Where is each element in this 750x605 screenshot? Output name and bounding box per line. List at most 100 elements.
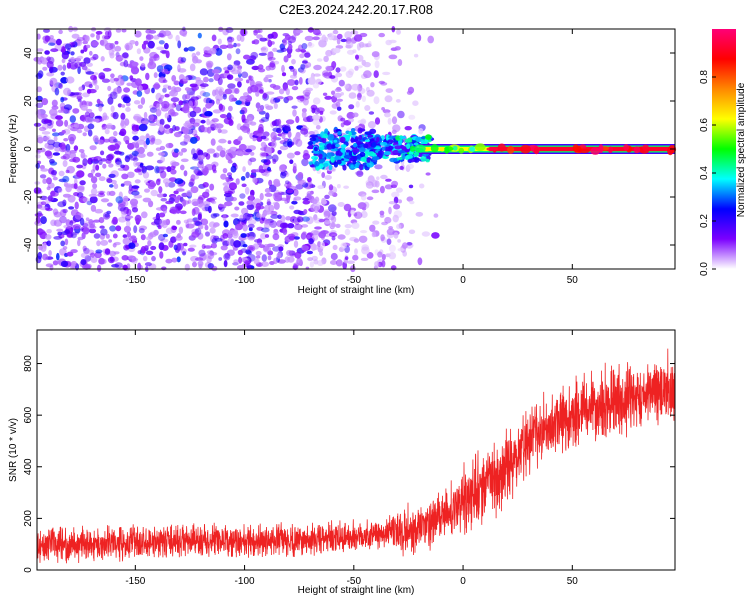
spectrogram-cell (405, 154, 413, 159)
spectrogram-cell (273, 60, 280, 65)
spectrogram-cell (326, 143, 333, 150)
spectrogram-cell (205, 102, 212, 109)
spectrogram-cell (245, 171, 250, 179)
spectrogram-cell (61, 51, 69, 60)
spectrogram-cell (158, 40, 165, 45)
spectrogram-cell (176, 256, 181, 263)
spectrogram-cell (185, 223, 195, 229)
spectrogram-cell (406, 90, 413, 95)
colorbar-tick-label: 0.6 (699, 118, 710, 132)
spectrogram-cell (148, 200, 154, 208)
spectrogram-cell (309, 137, 317, 142)
spectrogram-cell (52, 141, 62, 148)
spectrogram-cell (396, 29, 401, 35)
snr-x-tick-label: 50 (567, 576, 579, 587)
spectrogram-cell (85, 44, 91, 49)
spectrogram-cell (102, 112, 108, 121)
spectrogram-cell (336, 38, 341, 45)
spectrogram-cell (148, 182, 157, 188)
spectrogram-cell (65, 76, 75, 84)
spectrogram-cell (332, 244, 338, 251)
spectrogram-cell (175, 34, 180, 42)
spectrogram-cell (47, 144, 55, 150)
spectrogram-cell (395, 187, 403, 193)
spectrogram-cell (209, 227, 216, 234)
spectrogram-cell (200, 124, 205, 132)
spectrogram-cell (238, 143, 247, 151)
spectrogram-cell (384, 216, 392, 224)
spectrogram-cell (404, 138, 411, 143)
spectrogram-cell (222, 168, 228, 174)
spectrogram-cell (232, 230, 239, 239)
spectrogram-cell (313, 150, 319, 154)
spectrogram-cell (373, 70, 379, 78)
spectrogram-cell (269, 220, 278, 228)
spectrogram-cell (181, 200, 190, 205)
spectrogram-cell (107, 202, 113, 207)
spectrogram-cell (198, 211, 203, 218)
spectrogram-cell (126, 82, 133, 87)
spectrogram-cell (216, 145, 223, 152)
spectrogram-cell (178, 226, 184, 234)
spectrogram-cell (106, 154, 114, 161)
spectrogram-cell (337, 184, 341, 189)
spectrogram-cell (246, 79, 250, 84)
spectrogram-cell (49, 77, 58, 86)
spectrogram-cell (178, 100, 183, 106)
spectrogram-cell (62, 193, 72, 198)
spectrogram-cell (260, 159, 268, 163)
spectrogram-cell (387, 117, 392, 125)
colorbar-gradient (712, 29, 736, 269)
spectrogram-cell (297, 179, 307, 185)
spectrogram-cell (199, 68, 208, 76)
spectrogram-cell (271, 120, 277, 127)
spectrogram-cell (272, 201, 279, 206)
spectrogram-cell (144, 262, 152, 267)
spectrogram-cell (88, 83, 93, 89)
spectrogram-cell (267, 166, 271, 172)
spectrogram-cell (190, 96, 199, 101)
spectrogram-cell (98, 72, 106, 80)
spectrogram-cell (250, 189, 255, 197)
spectrogram-cell (355, 101, 360, 108)
spectrogram-cell (246, 203, 255, 211)
spectrogram-cell (293, 236, 300, 240)
spectrogram-cell (306, 115, 314, 123)
spectrogram-cell (114, 45, 122, 52)
spectrogram-cell (255, 102, 261, 109)
spectrogram-cell (206, 126, 212, 134)
spectrogram-cell (413, 53, 419, 58)
spectrogram-cell (62, 246, 68, 250)
spectrogram-cell (388, 206, 392, 215)
spectrogram-cell (315, 137, 319, 143)
spectrogram-cell (338, 79, 345, 87)
spectrogram-cell (218, 257, 223, 261)
spectrogram-cell (238, 201, 245, 206)
spectrogram-cell (87, 172, 94, 178)
spectrogram-cell (267, 33, 274, 39)
spectrogram-cell (98, 176, 106, 182)
spectrogram-x-tick-label: 0 (460, 275, 466, 286)
spectrogram-cell (164, 112, 170, 119)
spectrogram-cell (265, 91, 275, 95)
spectrogram-cell (142, 197, 152, 203)
spectrogram-cell (294, 79, 299, 86)
spectrogram-cell (151, 87, 155, 94)
spectrogram-cell (326, 152, 332, 159)
spectrogram-cell (69, 115, 77, 123)
spectrogram-cell (268, 78, 272, 83)
spectrogram-cell (84, 111, 90, 118)
spectrogram-cell (254, 239, 263, 243)
spectrogram-cell (388, 244, 396, 253)
spectrogram-cell (82, 92, 90, 98)
spectrogram-cell (218, 138, 227, 144)
spectrogram-cell (242, 166, 246, 173)
spectrogram-cell (246, 250, 252, 255)
spectrogram-cell (55, 38, 62, 46)
spectrogram-cell (62, 175, 70, 183)
spectrogram-cell (143, 40, 149, 45)
spectrogram-cell (335, 67, 341, 73)
spectrogram-cell (271, 140, 277, 148)
spectrogram-cell (60, 77, 69, 84)
spectrogram-cell (98, 217, 105, 224)
